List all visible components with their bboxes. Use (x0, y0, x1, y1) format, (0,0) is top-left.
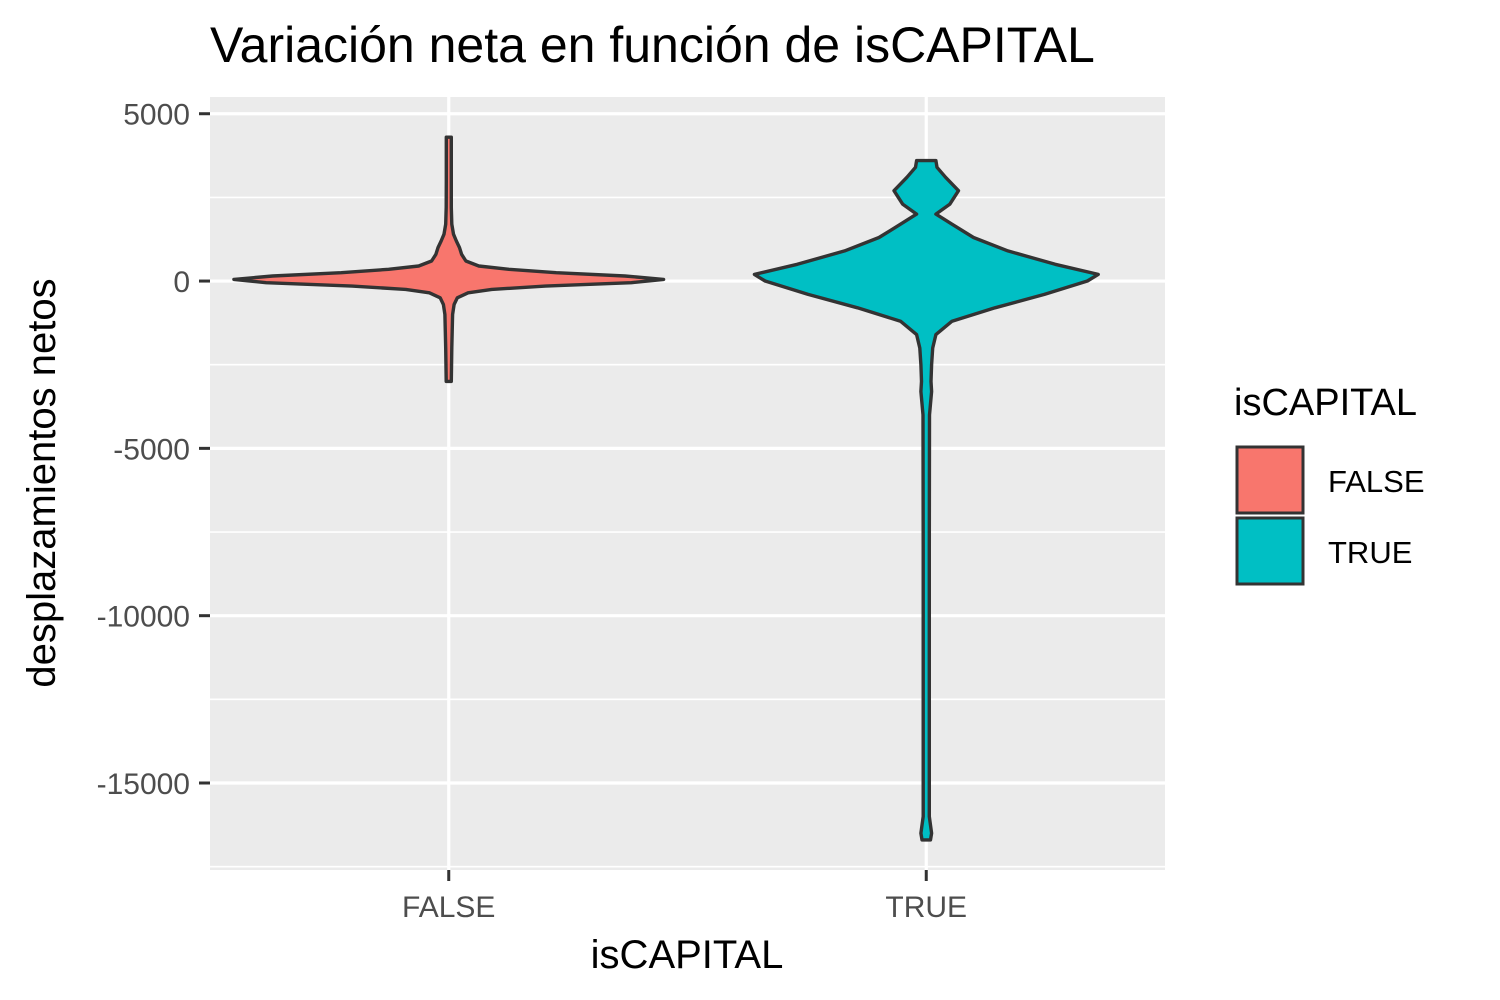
axes: 5000 0 -5000 -10000 -15000 FALSE TRUE (97, 99, 968, 924)
plot-panel (210, 97, 1165, 870)
y-tick-label: -15000 (97, 768, 190, 801)
legend-key-false (1235, 445, 1305, 515)
violin-layer (232, 135, 1100, 842)
legend-title: isCAPITAL (1234, 382, 1417, 424)
y-tick-label: 5000 (123, 99, 190, 132)
legend-label-false: FALSE (1328, 464, 1425, 499)
violin-false (232, 135, 666, 384)
y-axis-title: desplazamientos netos (20, 278, 64, 687)
x-axis-title: isCAPITAL (591, 933, 784, 977)
legend-key-true (1235, 516, 1305, 586)
chart-title: Variación neta en función de isCAPITAL (210, 17, 1095, 73)
x-tick-label: FALSE (402, 891, 495, 924)
y-tick-label: -5000 (113, 433, 190, 466)
legend-label-true: TRUE (1328, 535, 1412, 570)
x-tick-label: TRUE (885, 891, 967, 924)
y-tick-label: -10000 (97, 601, 190, 634)
violin-true (752, 158, 1100, 842)
y-tick-label: 0 (173, 266, 190, 299)
legend: isCAPITAL FALSE TRUE (1234, 382, 1425, 586)
